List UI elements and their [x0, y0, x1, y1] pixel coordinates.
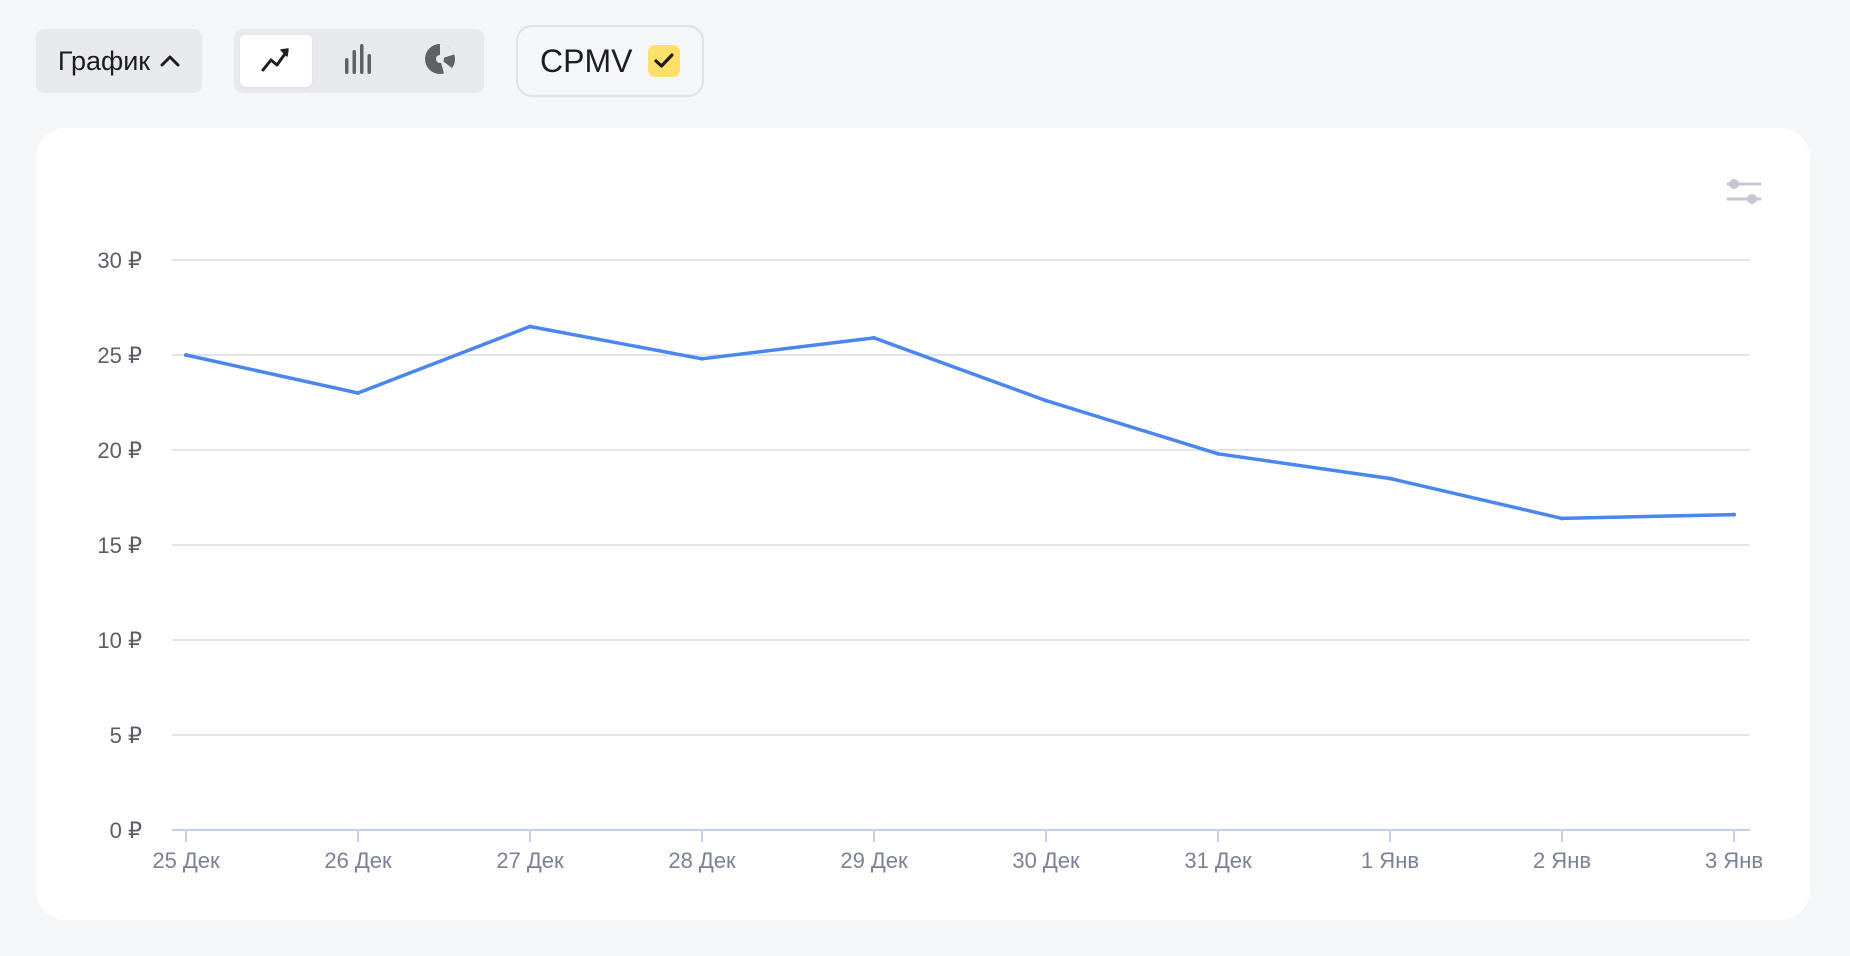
line-chart-button[interactable] [240, 35, 312, 87]
data-point [528, 324, 532, 329]
view-mode-label: График [57, 45, 151, 76]
data-point [1732, 512, 1736, 517]
x-tick-label: 29 Дек [840, 848, 908, 873]
chart-card: 0 ₽ 5 ₽ 10 ₽ 15 ₽ 20 ₽ 25 ₽ 30 ₽ 25 Дек 26 Дек 27… [36, 128, 1810, 920]
metric-chip-cpmv[interactable]: CPMV [516, 25, 705, 97]
chart-type-switch [234, 29, 484, 93]
x-tick-label: 31 Дек [1184, 848, 1252, 873]
data-point [1216, 451, 1220, 456]
chevron-up-icon [160, 54, 180, 68]
x-tick-label: 28 Дек [668, 848, 736, 873]
x-tick-label: 1 Янв [1361, 848, 1419, 873]
bar-chart-icon [342, 42, 374, 81]
x-tick-label: 27 Дек [496, 848, 564, 873]
x-tick-label: 26 Дек [324, 848, 392, 873]
y-tick-label: 20 ₽ [97, 438, 142, 463]
x-tick-label: 30 Дек [1012, 848, 1080, 873]
metric-checkbox[interactable] [648, 45, 681, 77]
pie-chart-button[interactable] [404, 35, 476, 87]
y-tick-label: 0 ₽ [110, 818, 142, 843]
data-point [1388, 476, 1392, 481]
data-point [872, 335, 876, 340]
metric-label: CPMV [540, 42, 633, 79]
view-mode-dropdown[interactable]: График [36, 29, 202, 93]
sliders-icon [1726, 179, 1762, 204]
y-tick-label: 25 ₽ [97, 343, 142, 368]
bar-chart-button[interactable] [322, 35, 394, 87]
y-tick-label: 15 ₽ [97, 533, 142, 558]
x-tick-label: 25 Дек [152, 848, 220, 873]
y-tick-label: 10 ₽ [97, 628, 142, 653]
data-point [1560, 516, 1564, 521]
data-point [184, 353, 188, 357]
chart-settings-button[interactable] [1724, 172, 1764, 212]
x-tick-label: 3 Янв [1705, 848, 1763, 873]
y-tick-label: 5 ₽ [110, 723, 142, 748]
check-icon [654, 53, 675, 68]
data-point [1044, 398, 1048, 403]
line-chart-icon [260, 43, 292, 80]
data-point [700, 356, 704, 361]
pie-chart-icon [422, 41, 458, 82]
y-tick-label: 30 ₽ [97, 248, 142, 273]
x-tick-label: 2 Янв [1533, 848, 1591, 873]
line-chart: 0 ₽ 5 ₽ 10 ₽ 15 ₽ 20 ₽ 25 ₽ 30 ₽ 25 Дек 26 Дек 27… [97, 248, 1763, 873]
series-line [184, 324, 1736, 521]
chart-toolbar: График [36, 25, 705, 97]
data-point [356, 391, 360, 395]
